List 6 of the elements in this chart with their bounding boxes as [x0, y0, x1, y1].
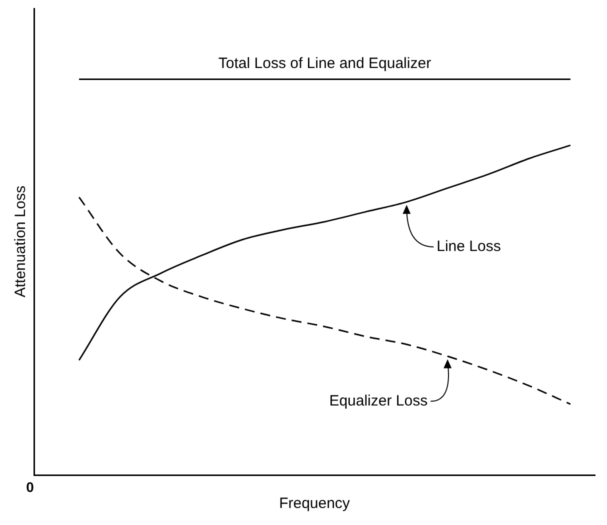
- text: 0: [26, 478, 34, 495]
- series-label: Total Loss of Line and Equalizer: [218, 54, 432, 72]
- y-axis-title: Attenuation Loss: [12, 186, 30, 298]
- text: Line Loss: [436, 238, 501, 256]
- x-axis-title: Frequency: [279, 495, 350, 512]
- text: Equalizer Loss: [329, 392, 428, 410]
